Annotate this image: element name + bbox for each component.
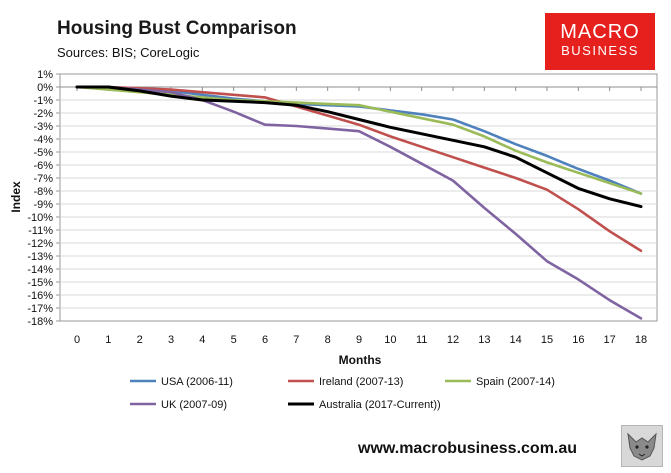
series-line: [75, 85, 643, 253]
y-tick-label: -14%: [27, 264, 53, 276]
legend-label: USA (2006-11): [161, 376, 233, 388]
y-tick-label: 0%: [37, 82, 53, 94]
x-axis-title: Months: [339, 353, 382, 367]
logo-line-1: MACRO: [560, 21, 640, 43]
y-tick-label: -11%: [28, 225, 53, 237]
x-tick-label: 5: [231, 334, 237, 346]
y-tick-label: -4%: [33, 134, 53, 146]
x-tick-label: 12: [447, 334, 459, 346]
x-tick-label: 7: [293, 334, 299, 346]
y-tick-label: -6%: [33, 160, 53, 172]
chart-title: Housing Bust Comparison: [57, 18, 297, 39]
series-line: [75, 85, 643, 320]
y-tick-label: -8%: [33, 186, 53, 198]
x-tick-label: 16: [572, 334, 584, 346]
logo-line-2: BUSINESS: [561, 43, 639, 58]
x-tick-label: 11: [416, 334, 427, 346]
y-tick-label: -18%: [27, 316, 53, 328]
series-line: [75, 85, 643, 209]
y-tick-label: -10%: [27, 212, 53, 224]
x-tick-label: 2: [137, 334, 143, 346]
y-tick-label: -7%: [33, 173, 53, 185]
x-tick-label: 1: [105, 334, 111, 346]
chart-sources: Sources: BIS; CoreLogic: [57, 45, 200, 60]
x-tick-label: 13: [478, 334, 490, 346]
x-tick-label: 0: [74, 334, 80, 346]
y-axis-title: Index: [9, 181, 23, 213]
y-tick-label: -16%: [27, 290, 53, 302]
x-tick-label: 9: [356, 334, 362, 346]
y-tick-label: 1%: [37, 69, 53, 81]
x-tick-label: 3: [168, 334, 174, 346]
y-tick-label: -2%: [33, 108, 53, 120]
x-tick-label: 10: [384, 334, 396, 346]
y-tick-label: -12%: [27, 238, 53, 250]
x-tick-label: 18: [635, 334, 647, 346]
y-tick-label: -5%: [33, 147, 53, 159]
plot-area: [59, 73, 658, 322]
legend-label: Ireland (2007-13): [319, 376, 403, 388]
website-link[interactable]: www.macrobusiness.com.au: [358, 440, 578, 457]
x-tick-label: 6: [262, 334, 268, 346]
x-tick-label: 17: [604, 334, 616, 346]
wolf-logo-icon: [621, 425, 663, 467]
y-tick-label: -13%: [27, 251, 53, 263]
legend-label: UK (2007-09): [161, 399, 227, 411]
y-tick-label: -17%: [27, 303, 53, 315]
y-tick-label: -3%: [33, 121, 53, 133]
y-tick-label: -15%: [27, 277, 53, 289]
y-tick-label: -9%: [33, 199, 53, 211]
x-tick-label: 14: [510, 334, 522, 346]
x-tick-label: 15: [541, 334, 553, 346]
y-tick-label: -1%: [33, 95, 53, 107]
x-tick-label: 4: [199, 334, 205, 346]
x-tick-label: 8: [325, 334, 331, 346]
macro-business-logo: MACRO BUSINESS: [545, 13, 655, 70]
legend-label: Australia (2017-Current)): [319, 399, 441, 411]
legend-label: Spain (2007-14): [476, 376, 555, 388]
